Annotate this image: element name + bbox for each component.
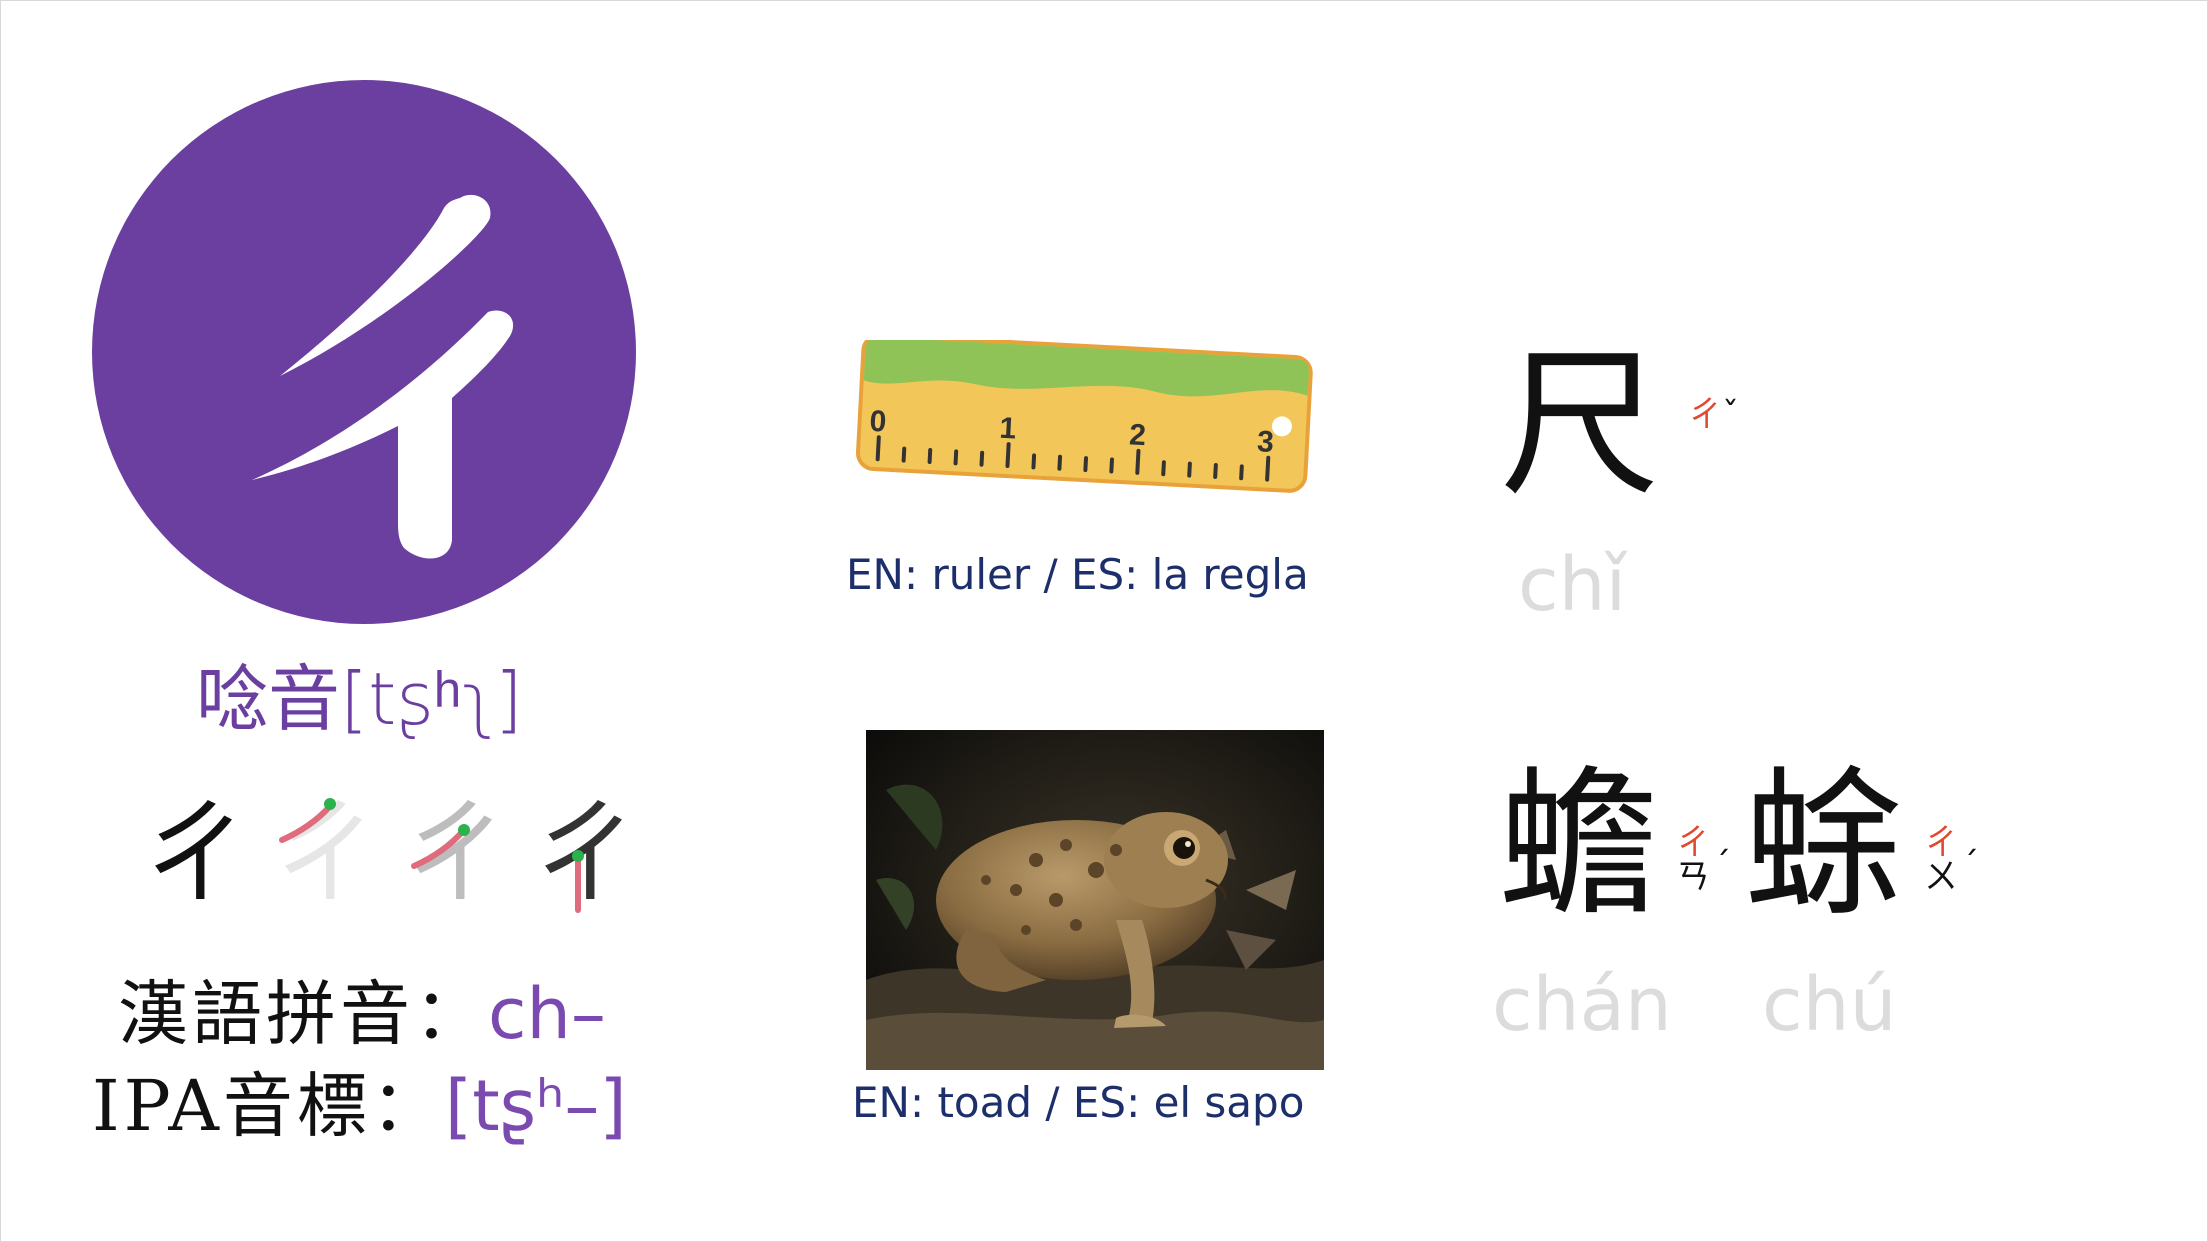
word-chan-tone: ˊ — [1714, 845, 1731, 885]
word-chi-zhuyin: ㄔˇ — [1688, 395, 1739, 435]
sound-label: 唸音 — [196, 657, 341, 741]
word-chan-zhuyin: ㄔ ㄢ — [1676, 823, 1710, 897]
toad-caption: EN: toad / ES: el sapo — [852, 1078, 1305, 1127]
ruler-mark-3: 3 — [1256, 425, 1274, 459]
stroke-step-2: ㄔ — [270, 791, 380, 919]
word-chu-pinyin: chú — [1762, 962, 1897, 1048]
letter-chi-glyph-icon — [252, 194, 514, 559]
pinyin-value: ch– — [488, 973, 606, 1055]
ruler-mark-1: 1 — [999, 412, 1017, 446]
ipa-value: [tʂʰ–] — [444, 1065, 627, 1147]
ruler-caption: EN: ruler / ES: la regla — [846, 550, 1309, 599]
stroke-step-4: ㄔ — [530, 791, 640, 919]
word-chan-pinyin: chán — [1492, 962, 1672, 1048]
toad-photo — [866, 730, 1324, 1070]
stroke-highlight-icon — [572, 850, 584, 913]
word-chu-tone: ˊ — [1962, 845, 1979, 885]
sound-ipa: [tʂʰʅ] — [340, 657, 523, 741]
pinyin-line: 漢語拼音：ch– — [118, 958, 606, 1059]
word-chu-character: 蜍 — [1744, 751, 1905, 938]
ruler-mark-2: 2 — [1128, 418, 1146, 452]
sound-line: 唸音[tʂʰʅ] — [196, 640, 523, 745]
word-chan-character: 蟾 — [1498, 751, 1659, 938]
stroke-step-3: ㄔ — [400, 791, 510, 919]
stroke-step-1: ㄔ — [140, 791, 250, 919]
word-chi-pinyin: chǐ — [1518, 542, 1627, 628]
toad-image — [866, 730, 1324, 1070]
pinyin-label: 漢語拼音： — [118, 973, 488, 1055]
ruler-icon: 0 1 2 3 — [855, 340, 1313, 493]
word-chu-zhuyin: ㄔ ㄨ — [1924, 823, 1958, 897]
ruler-mark-0: 0 — [869, 405, 887, 439]
letter-circle — [92, 80, 636, 624]
stroke-highlight-icon — [411, 824, 470, 869]
ipa-line: IPA音標：[tʂʰ–] — [92, 1050, 627, 1151]
stroke-highlight-icon — [279, 798, 336, 843]
word-chi-character: 尺 — [1500, 331, 1661, 518]
ipa-label: IPA音標： — [92, 1065, 445, 1147]
